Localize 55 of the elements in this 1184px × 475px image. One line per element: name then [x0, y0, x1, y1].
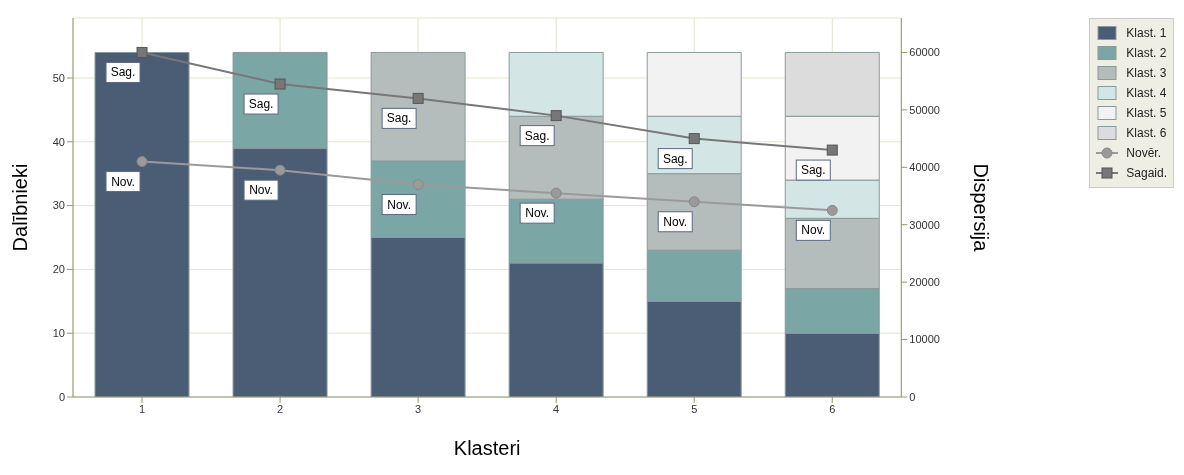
- data-label: Nov.: [525, 206, 550, 221]
- bar: [94, 51, 190, 397]
- y-axis-title: Dalībnieki: [9, 163, 32, 252]
- data-label: Nov.: [663, 214, 688, 229]
- x-tick-label: 6: [829, 402, 836, 415]
- y2-tick-label: 20000: [909, 276, 940, 289]
- y-tick-label: 20: [52, 263, 65, 276]
- point: [274, 78, 286, 90]
- data-label: Sag.: [248, 97, 274, 112]
- point: [412, 92, 424, 104]
- data-label: Nov.: [387, 197, 412, 212]
- y-tick-label: 30: [52, 199, 65, 212]
- x-axis-title: Klasteri: [453, 437, 521, 459]
- legend-label: Novēr.: [1126, 146, 1161, 160]
- legend-label: Klast. 6: [1126, 126, 1167, 140]
- y2-tick-label: 30000: [909, 218, 940, 231]
- data-label: Sag.: [800, 163, 826, 178]
- legend-label: Sagaid.: [1126, 166, 1167, 180]
- x-tick-label: 3: [415, 402, 422, 415]
- point: [412, 179, 424, 191]
- y2-tick-label: 50000: [909, 103, 940, 116]
- y2-tick-label: 10000: [909, 333, 940, 346]
- y-tick-label: 40: [52, 135, 65, 148]
- y-tick-label: 10: [52, 327, 65, 340]
- data-label: Sag.: [524, 128, 550, 143]
- legend-label: Klast. 2: [1126, 46, 1167, 60]
- point: [550, 110, 562, 122]
- point: [136, 46, 148, 58]
- legend-label: Klast. 1: [1126, 26, 1167, 40]
- data-label: Sag.: [110, 65, 136, 80]
- y-tick-label: 0: [58, 390, 65, 403]
- point: [136, 156, 148, 168]
- point: [688, 196, 700, 208]
- point: [550, 187, 562, 199]
- point: [274, 164, 286, 176]
- y2-axis-title: Dispersija: [970, 163, 993, 253]
- data-label: Nov.: [111, 174, 135, 189]
- point: [826, 204, 838, 216]
- x-tick-label: 1: [138, 402, 146, 415]
- point: [826, 144, 838, 156]
- y2-tick-label: 0: [909, 390, 916, 403]
- legend-label: Klast. 4: [1126, 86, 1167, 100]
- y2-tick-label: 60000: [909, 46, 940, 59]
- y2-tick-label: 40000: [909, 161, 940, 174]
- point: [688, 133, 700, 145]
- x-tick-label: 4: [553, 402, 560, 415]
- data-label: Nov.: [249, 183, 273, 198]
- legend-label: Klast. 3: [1126, 66, 1167, 80]
- x-tick-label: 5: [691, 402, 698, 415]
- data-label: Nov.: [801, 223, 826, 238]
- legend-label: Klast. 5: [1126, 106, 1167, 120]
- x-tick-label: 2: [277, 402, 284, 415]
- data-label: Sag.: [386, 111, 412, 126]
- y-tick-label: 50: [52, 71, 65, 84]
- data-label: Sag.: [662, 151, 688, 166]
